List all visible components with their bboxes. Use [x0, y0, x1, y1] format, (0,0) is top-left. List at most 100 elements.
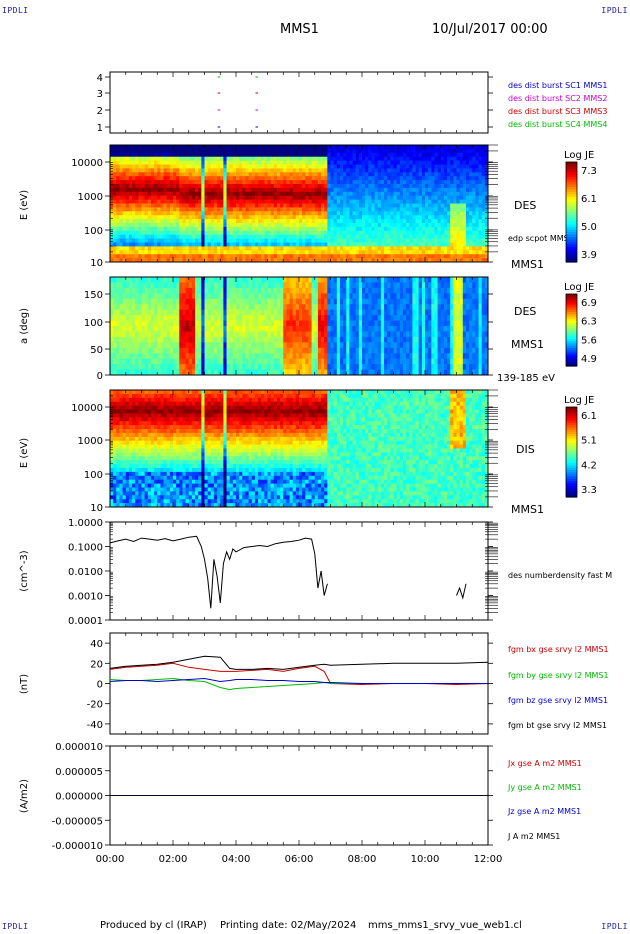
des-energy-spectrogram-cell	[125, 203, 130, 208]
des-energy-spectrogram-cell	[371, 176, 376, 181]
des-energy-spectrogram-cell	[339, 152, 344, 158]
des-energy-spectrogram-cell	[261, 234, 265, 240]
des-pitch-spectrogram-cell	[220, 293, 224, 300]
des-energy-spectrogram-cell	[173, 172, 177, 177]
des-energy-spectrogram-cell	[465, 203, 470, 208]
des-pitch-spectrogram-cell	[229, 298, 234, 305]
des-pitch-spectrogram-cell	[204, 353, 209, 360]
des-energy-spectrogram-cell	[311, 203, 316, 208]
des-energy-spectrogram-cell	[251, 176, 256, 181]
des-energy-spectrogram-cell	[286, 230, 291, 236]
des-pitch-spectrogram-cell	[229, 358, 234, 365]
des-energy-spectrogram-cell	[169, 250, 174, 255]
des-energy-spectrogram-cell	[380, 187, 385, 193]
des-energy-spectrogram-cell	[242, 226, 246, 232]
des-energy-spectrogram-cell	[132, 195, 136, 201]
des-energy-spectrogram-cell	[166, 203, 171, 208]
des-energy-colorbar-swatch	[566, 172, 577, 176]
des-energy-spectrogram-cell	[365, 211, 369, 216]
des-energy-spectrogram-cell	[346, 187, 350, 193]
des-energy-spectrogram-cell	[220, 172, 224, 177]
des-energy-spectrogram-cell	[188, 211, 193, 216]
des-energy-spectrogram-cell	[355, 226, 360, 232]
des-energy-spectrogram-cell	[447, 168, 451, 173]
des-energy-spectrogram-cell	[141, 195, 146, 201]
des-energy-spectrogram-cell	[374, 215, 379, 220]
des-energy-spectrogram-cell	[393, 211, 398, 216]
des-energy-spectrogram-cell	[295, 176, 300, 181]
des-energy-spectrogram-cell	[339, 207, 344, 212]
des-energy-spectrogram-cell	[198, 203, 202, 208]
des-energy-spectrogram-cell	[239, 164, 243, 169]
des-energy-spectrogram-cell	[116, 211, 120, 216]
des-energy-spectrogram-cell	[481, 184, 486, 189]
des-energy-spectrogram-cell	[355, 250, 360, 255]
des-energy-spectrogram-cell	[456, 242, 461, 247]
des-pitch-spectrogram-cell	[226, 309, 231, 316]
des-energy-spectrogram-cell	[273, 230, 278, 236]
des-energy-spectrogram-cell	[406, 145, 410, 150]
des-pitch-spectrogram-cell	[122, 309, 127, 316]
des-energy-spectrogram-cell	[283, 226, 287, 232]
des-energy-spectrogram-cell	[213, 254, 218, 259]
des-energy-spectrogram-cell	[210, 223, 215, 228]
des-energy-spectrogram-cell	[280, 164, 284, 169]
des-energy-spectrogram-cell	[223, 191, 228, 197]
des-pitch-spectrogram-cell	[295, 358, 300, 365]
des-energy-spectrogram-cell	[472, 199, 476, 204]
des-energy-spectrogram-cell	[317, 242, 322, 247]
des-pitch-spectrogram-cell	[302, 304, 306, 311]
des-energy-spectrogram-cell	[305, 226, 309, 232]
des-pitch-spectrogram-cell	[132, 298, 136, 305]
des-energy-spectrogram-cell	[434, 238, 439, 243]
des-energy-spectrogram-cell	[428, 156, 432, 162]
des-energy-spectrogram-cell	[229, 164, 234, 169]
des-energy-spectrogram-cell	[324, 191, 328, 197]
des-energy-spectrogram-cell	[305, 184, 309, 189]
des-energy-spectrogram-cell	[144, 242, 149, 247]
des-energy-spectrogram-cell	[157, 184, 161, 189]
des-pitch-spectrogram-cell	[116, 287, 120, 294]
des-pitch-spectrogram-cell	[223, 331, 228, 338]
des-energy-spectrogram-cell	[324, 184, 328, 189]
des-energy-spectrogram-cell	[327, 152, 331, 158]
des-energy-spectrogram-cell	[226, 230, 231, 236]
des-energy-spectrogram-cell	[317, 152, 322, 158]
des-energy-spectrogram-cell	[210, 148, 215, 154]
des-energy-spectrogram-cell	[147, 211, 152, 216]
des-energy-spectrogram-cell	[450, 148, 454, 154]
des-energy-spectrogram-cell	[459, 168, 464, 173]
des-energy-spectrogram-cell	[421, 152, 426, 158]
des-energy-spectrogram-cell	[254, 230, 259, 236]
des-energy-colorbar-swatch	[566, 164, 577, 168]
des-energy-spectrogram-cell	[437, 207, 442, 212]
des-energy-spectrogram-cell	[380, 148, 385, 154]
des-energy-spectrogram-cell	[292, 207, 297, 212]
des-energy-spectrogram-cell	[339, 226, 344, 232]
des-energy-spectrogram-cell	[286, 148, 291, 154]
des-pitch-spectrogram-cell	[135, 358, 139, 365]
des-energy-spectrogram-cell	[330, 168, 335, 173]
des-energy-spectrogram-cell	[377, 207, 382, 212]
des-energy-spectrogram-cell	[390, 207, 394, 212]
des-energy-spectrogram-cell	[425, 246, 429, 251]
des-pitch-spectrogram-cell	[188, 304, 193, 311]
des-energy-spectrogram-cell	[239, 226, 243, 232]
des-energy-spectrogram-cell	[465, 230, 470, 236]
des-energy-spectrogram-cell	[377, 203, 382, 208]
des-energy-spectrogram-cell	[302, 223, 306, 228]
des-energy-spectrogram-cell	[157, 180, 161, 185]
des-energy-colorbar-swatch	[566, 222, 577, 226]
des-energy-spectrogram-cell	[119, 258, 124, 263]
des-energy-spectrogram-cell	[122, 152, 127, 158]
des-energy-spectrogram-cell	[462, 242, 467, 247]
des-energy-spectrogram-cell	[358, 148, 363, 154]
des-energy-spectrogram-cell	[236, 258, 240, 263]
des-energy-spectrogram-cell	[188, 164, 193, 169]
des-energy-spectrogram-cell	[390, 230, 394, 236]
des-energy-spectrogram-cell	[368, 164, 372, 169]
des-energy-spectrogram-cell	[144, 207, 149, 212]
des-energy-spectrogram-cell	[387, 156, 391, 162]
des-pitch-spectrogram-cell	[245, 364, 250, 371]
des-energy-spectrogram-cell	[226, 215, 231, 220]
